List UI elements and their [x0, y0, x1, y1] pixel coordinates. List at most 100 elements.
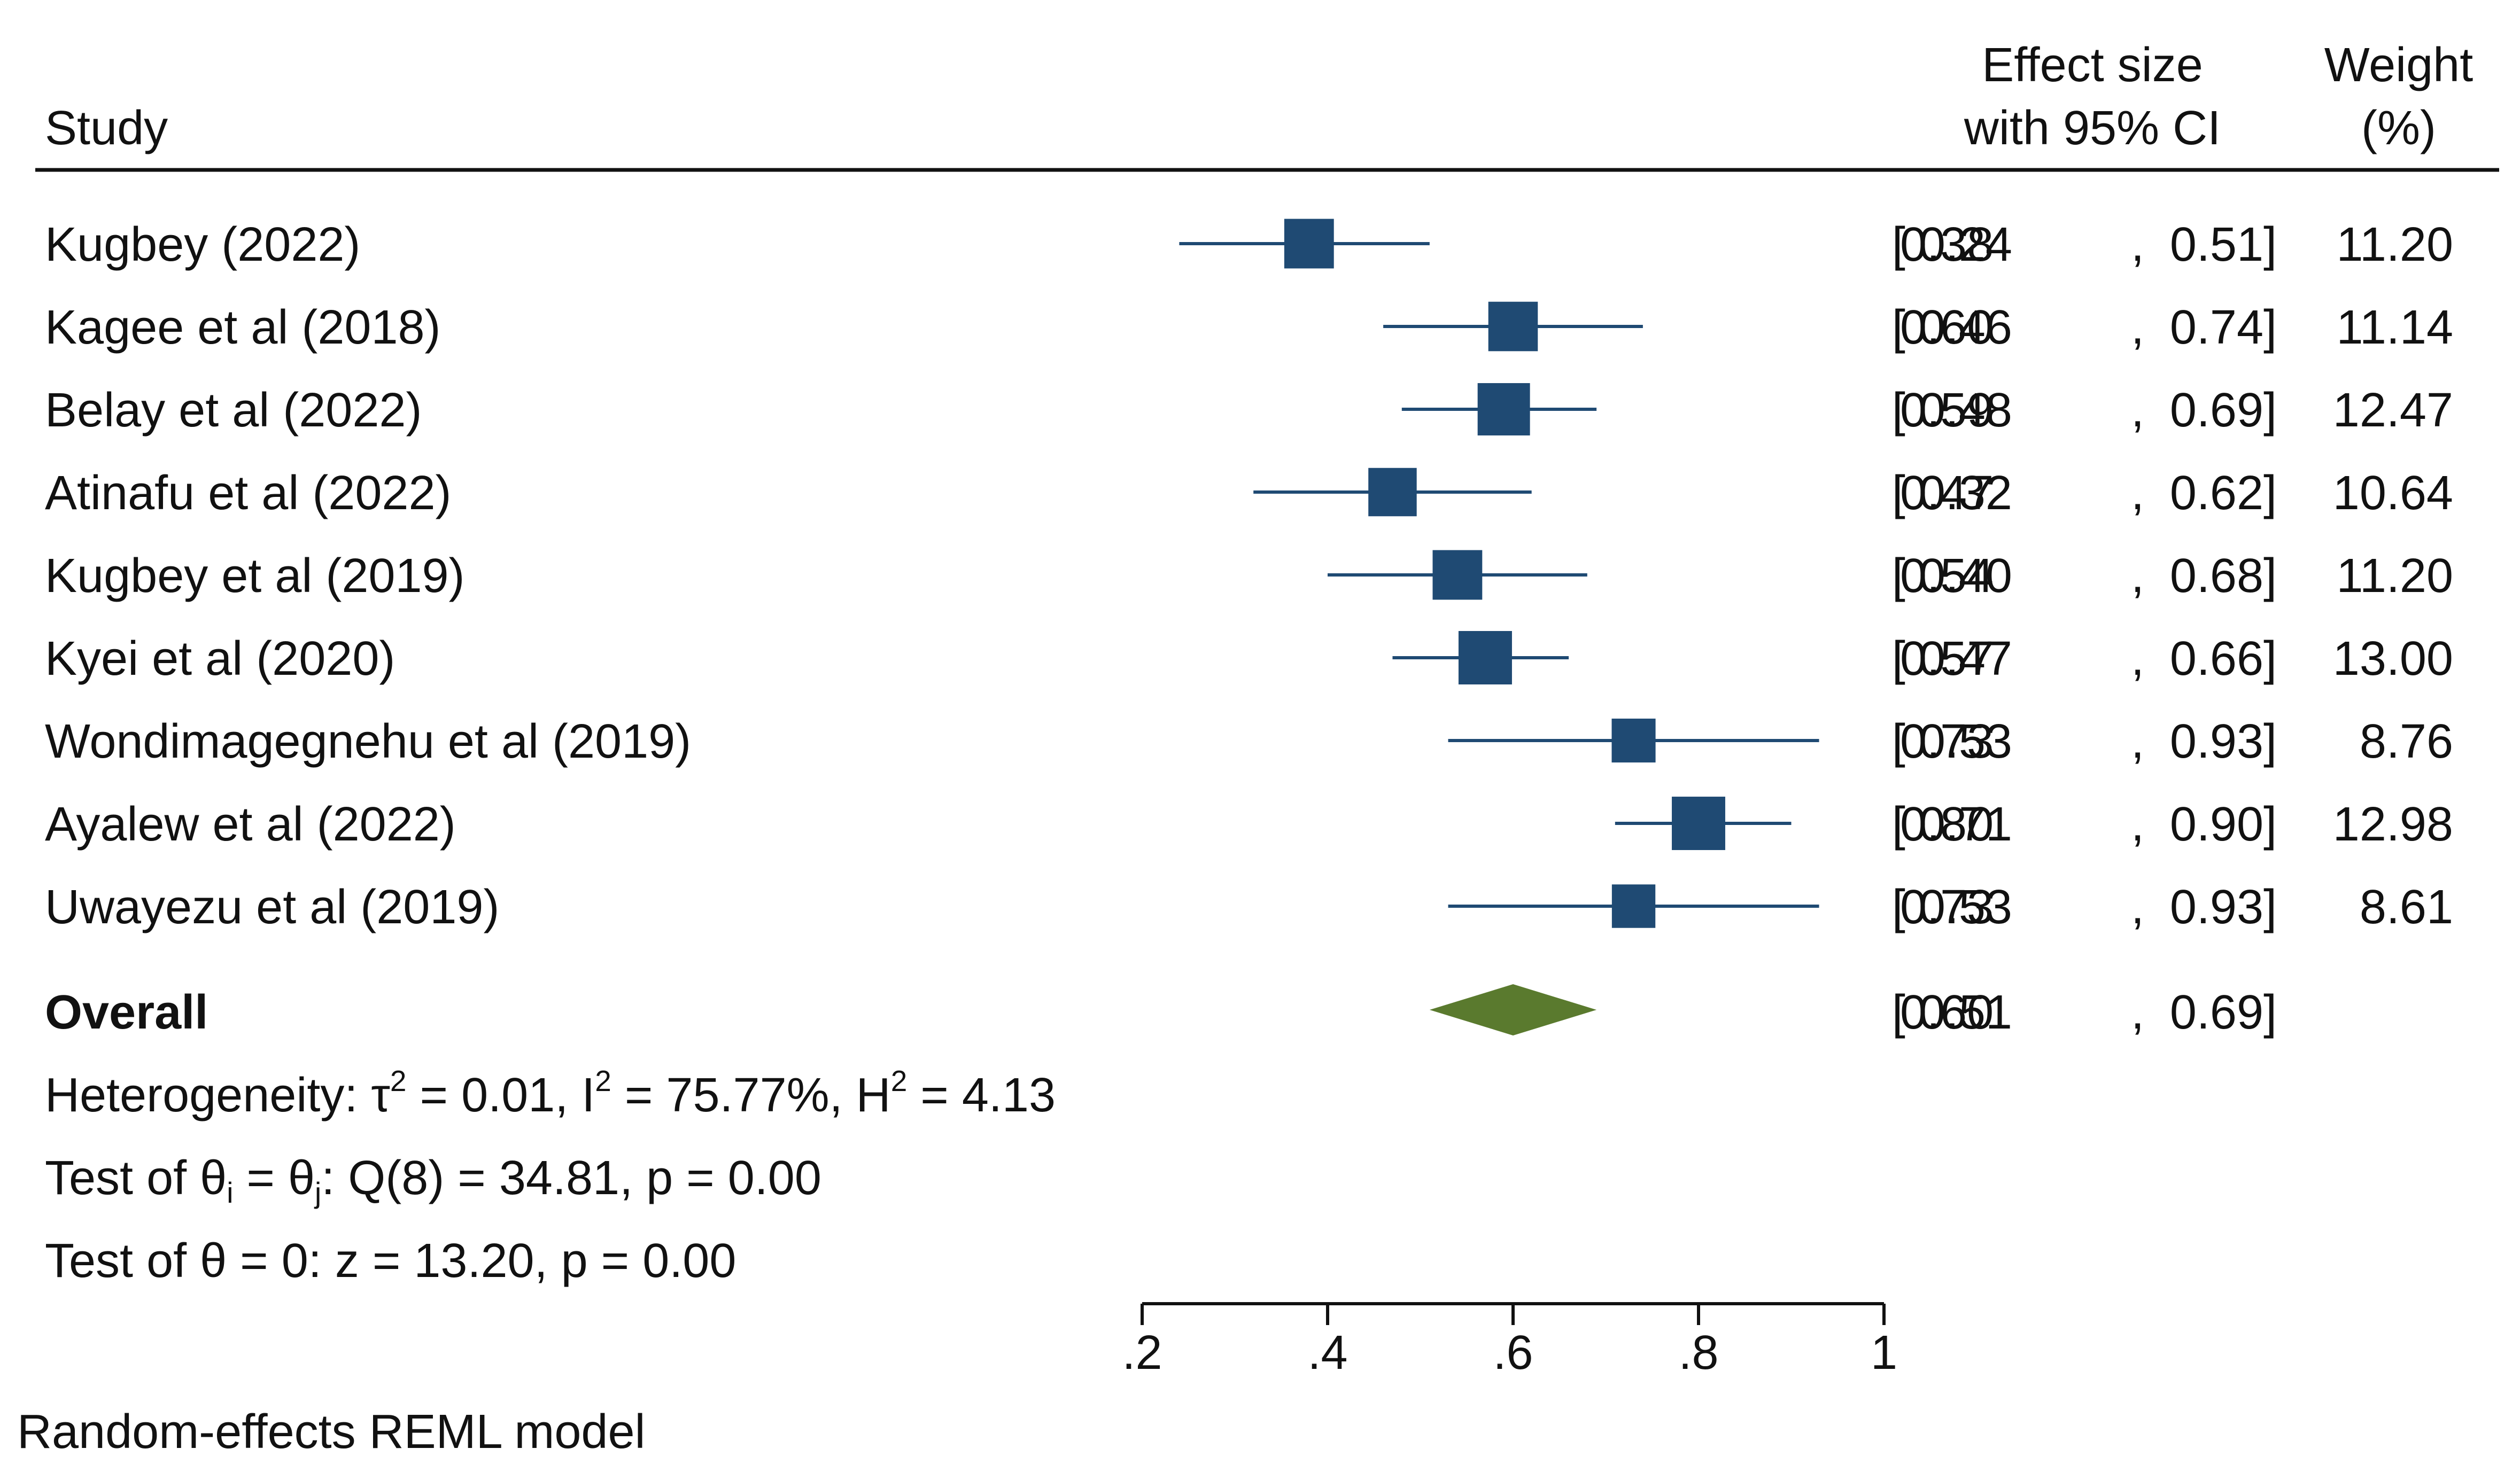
- study-ci-lower-text: [ 0.40: [1892, 549, 2012, 603]
- model-footnote: Random-effects REML model: [17, 1405, 646, 1459]
- study-ci-upper-text: 0.93]: [2170, 881, 2277, 934]
- h-squared-value: = 4.13: [907, 1069, 1056, 1122]
- study-ci-lower-text: [ 0.47: [1892, 632, 2012, 686]
- test-theta-ij-text: Test of θi = θj: Q(8) = 34.81, p = 0.00: [45, 1151, 821, 1209]
- study-label: Uwayezu et al (2019): [45, 881, 499, 934]
- test-theta-mid: = θ: [233, 1151, 315, 1205]
- study-row: Uwayezu et al (2019) 0.73[ 0.53, 0.93] 8.61: [45, 881, 2453, 934]
- weight-text: 12.98: [2333, 798, 2453, 851]
- study-effect-text: 0.57: [1900, 632, 1994, 686]
- study-ci-upper-text: 0.68]: [2170, 549, 2277, 603]
- study-ci-separator: ,: [2131, 549, 2144, 603]
- study-ci-lower-text: [ 0.24: [1892, 218, 2012, 271]
- study-effect-text: 0.38: [1900, 218, 1994, 271]
- weight-header-line1: Weight: [2324, 38, 2473, 92]
- study-ci-upper-text: 0.74]: [2170, 301, 2277, 354]
- study-ci-upper-text: 0.93]: [2170, 715, 2277, 768]
- study-ci-separator: ,: [2131, 632, 2144, 686]
- effect-size-header-line1: Effect size: [1982, 38, 2203, 92]
- x-axis: .2 .4 .6 .8 1: [1122, 1302, 1897, 1380]
- study-row: Wondimagegnehu et al (2019) 0.73[ 0.53, 0.…: [45, 715, 2453, 768]
- effect-size-marker: [1611, 718, 1656, 763]
- x-tick-label: 1: [1871, 1326, 1897, 1380]
- study-ci-lower-text: [ 0.32: [1892, 466, 2012, 520]
- x-tick-label: .4: [1307, 1326, 1347, 1380]
- study-row: Kagee et al (2018) 0.60[ 0.46, 0.74] 11.14: [45, 301, 2453, 354]
- tau-squared-sup: 2: [390, 1064, 407, 1097]
- i-squared-value: = 75.77%, H: [611, 1069, 891, 1122]
- overall-row: Overall 0.60[ 0.51, 0.69]: [45, 984, 2277, 1039]
- effect-size-marker: [1458, 631, 1512, 684]
- overall-ci-upper-text: 0.69]: [2170, 986, 2277, 1039]
- study-ci-separator: ,: [2131, 466, 2144, 520]
- study-effect-text: 0.47: [1900, 466, 1994, 520]
- study-ci-lower-text: [ 0.48: [1892, 384, 2012, 437]
- overall-ci-separator: ,: [2131, 986, 2144, 1039]
- study-ci-separator: ,: [2131, 218, 2144, 271]
- study-row: Kyei et al (2020) 0.57[ 0.47, 0.66] 13.00: [45, 631, 2453, 686]
- tau-squared-value: = 0.01, I: [407, 1069, 595, 1122]
- overall-ci-lower-text: [ 0.51: [1892, 986, 2012, 1039]
- study-ci-upper-text: 0.66]: [2170, 632, 2277, 686]
- test-theta-suffix: : Q(8) = 34.81, p = 0.00: [321, 1151, 821, 1205]
- weight-header-line2: (%): [2361, 102, 2436, 155]
- i-squared-sup: 2: [595, 1064, 611, 1097]
- study-label: Ayalew et al (2022): [45, 798, 456, 851]
- table-header: Study Effect size with 95% CI Weight (%): [35, 38, 2499, 172]
- study-effect-text: 0.73: [1900, 715, 1994, 768]
- study-ci-separator: ,: [2131, 384, 2144, 437]
- study-label: Kyei et al (2020): [45, 632, 395, 686]
- study-effect-text: 0.54: [1900, 549, 1994, 603]
- weight-text: 11.14: [2336, 301, 2453, 354]
- study-effect-text: 0.60: [1900, 301, 1994, 354]
- effect-size-marker: [1477, 383, 1530, 435]
- study-row: Kugbey (2022) 0.38[ 0.24, 0.51] 11.20: [45, 218, 2453, 271]
- study-row: Atinafu et al (2022) 0.47[ 0.32, 0.62] 10.6…: [45, 466, 2453, 520]
- overall-diamond: [1429, 984, 1597, 1035]
- weight-text: 8.61: [2360, 881, 2453, 934]
- heterogeneity-text: Heterogeneity: τ2 = 0.01, I2 = 75.77%, H…: [45, 1064, 1056, 1122]
- test-theta-zero-text: Test of θ = 0: z = 13.20, p = 0.00: [45, 1234, 736, 1288]
- study-ci-lower-text: [ 0.71: [1892, 798, 2012, 851]
- study-ci-separator: ,: [2131, 798, 2144, 851]
- overall-label: Overall: [45, 986, 208, 1039]
- study-ci-upper-text: 0.90]: [2170, 798, 2277, 851]
- weight-text: 11.20: [2336, 549, 2453, 603]
- subscript-i: i: [227, 1176, 233, 1209]
- weight-text: 10.64: [2333, 466, 2453, 520]
- effect-size-marker: [1284, 219, 1334, 269]
- study-row: Ayalew et al (2022) 0.80[ 0.71, 0.90] 12.98: [45, 797, 2453, 851]
- study-ci-separator: ,: [2131, 881, 2144, 934]
- study-effect-text: 0.59: [1900, 384, 1994, 437]
- test-theta-prefix: Test of θ: [45, 1151, 227, 1205]
- h-squared-sup: 2: [891, 1064, 908, 1097]
- x-tick-label: .6: [1493, 1326, 1533, 1380]
- weight-text: 13.00: [2333, 632, 2453, 686]
- subscript-j: j: [314, 1176, 321, 1209]
- effect-size-header-line2: with 95% CI: [1964, 102, 2221, 155]
- weight-text: 8.76: [2360, 715, 2453, 768]
- study-row: Kugbey et al (2019) 0.54[ 0.40, 0.68] 11.20: [45, 549, 2453, 603]
- study-ci-lower-text: [ 0.46: [1892, 301, 2012, 354]
- overall-effect-text: 0.60: [1900, 986, 1994, 1039]
- study-ci-lower-text: [ 0.53: [1892, 715, 2012, 768]
- study-ci-upper-text: 0.62]: [2170, 466, 2277, 520]
- study-label: Wondimagegnehu et al (2019): [45, 715, 691, 768]
- effect-size-marker: [1368, 468, 1417, 517]
- study-row: Belay et al (2022) 0.59[ 0.48, 0.69] 12.47: [45, 383, 2453, 437]
- weight-text: 11.20: [2336, 218, 2453, 271]
- weight-text: 12.47: [2333, 384, 2453, 437]
- study-ci-lower-text: [ 0.53: [1892, 881, 2012, 934]
- study-label: Kagee et al (2018): [45, 301, 441, 354]
- study-effect-text: 0.80: [1900, 798, 1994, 851]
- study-label: Kugbey et al (2019): [45, 549, 465, 603]
- effect-size-marker: [1672, 797, 1725, 850]
- study-label: Belay et al (2022): [45, 384, 422, 437]
- study-rows: Kugbey (2022) 0.38[ 0.24, 0.51] 11.20 Kagee …: [45, 218, 2453, 934]
- study-ci-separator: ,: [2131, 715, 2144, 768]
- study-ci-upper-text: 0.69]: [2170, 384, 2277, 437]
- x-tick-label: .2: [1122, 1326, 1162, 1380]
- effect-size-marker: [1432, 550, 1483, 600]
- x-tick-label: .8: [1678, 1326, 1718, 1380]
